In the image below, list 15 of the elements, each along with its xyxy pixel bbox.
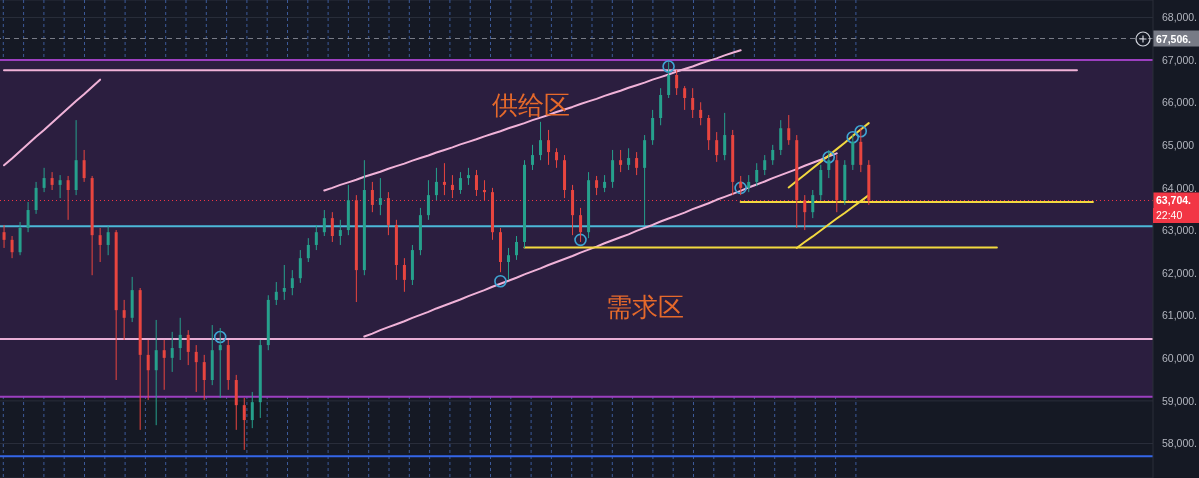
y-tick-label: 66,000.: [1162, 96, 1198, 109]
y-tick-label: 62,000.: [1162, 266, 1198, 279]
annotation: 需求区: [606, 292, 684, 322]
y-tick-label: 61,000.: [1162, 309, 1198, 322]
y-tick-label: 67,000.: [1162, 53, 1198, 66]
y-tick-label: 60,000: [1162, 352, 1195, 365]
text: 22:40: [1153, 208, 1199, 223]
y-tick-label: 59,000.: [1162, 394, 1198, 407]
y-tick-label: 68,000.: [1162, 11, 1198, 24]
y-tick-label: 65,000: [1162, 139, 1195, 151]
y-tick-label: 63,000.: [1162, 224, 1198, 237]
ref-line-label: 67,506.: [1156, 32, 1192, 45]
y-tick-label: 58,000.: [1162, 437, 1198, 450]
ref-line-label: 63,704.: [1156, 194, 1192, 207]
y-tick-label: 64,000.: [1162, 181, 1198, 194]
